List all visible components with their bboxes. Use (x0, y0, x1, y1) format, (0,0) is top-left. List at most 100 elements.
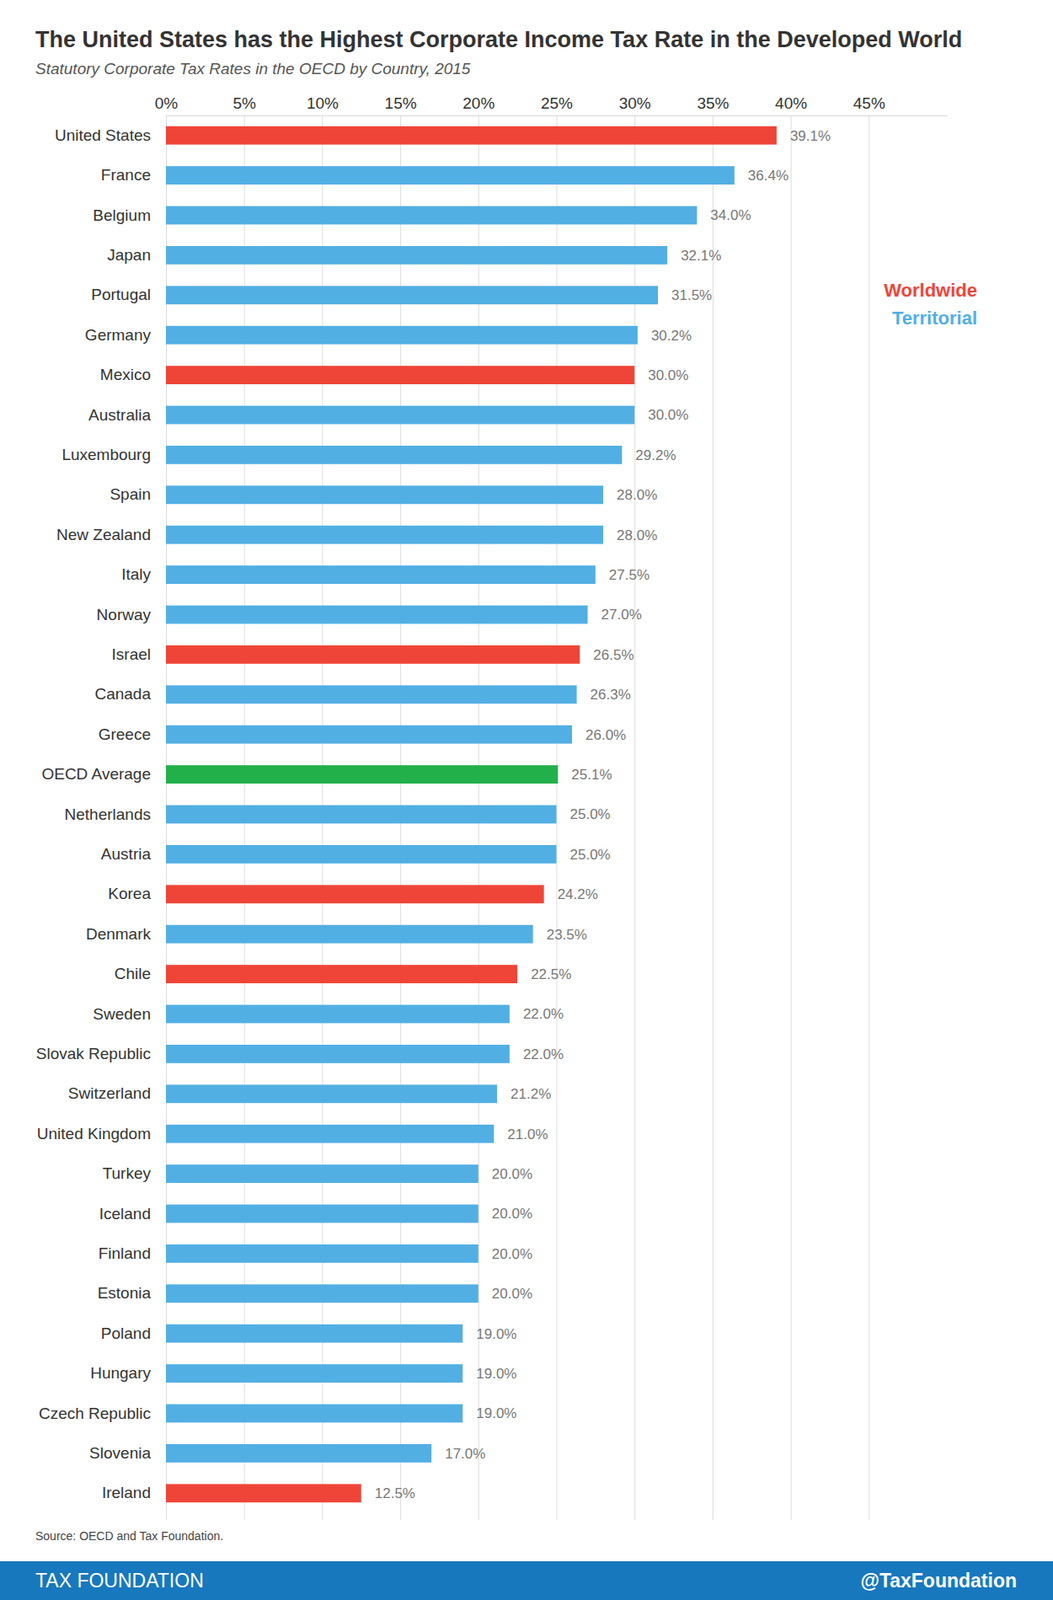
data-label: 17.0% (444, 1445, 486, 1462)
y-tick: Italy (121, 565, 151, 583)
category-label: Denmark (85, 924, 152, 943)
x-axis: 0%5%10%15%20%25%30%35%40%45% (155, 94, 948, 1520)
legend-entry: Territorial (892, 307, 978, 329)
bar (165, 1324, 463, 1343)
category-label: Finland (98, 1244, 151, 1262)
y-tick: Ireland (101, 1483, 151, 1502)
category-label: Switzerland (68, 1084, 151, 1102)
bar (165, 565, 596, 584)
y-tick: Hungary (90, 1363, 151, 1382)
x-tick-label: 40% (775, 94, 808, 113)
bar (165, 165, 735, 185)
y-tick: Czech Republic (38, 1404, 151, 1422)
data-label: 19.0% (475, 1365, 517, 1382)
data-label: 20.0% (491, 1285, 533, 1302)
y-tick: Switzerland (68, 1084, 151, 1102)
y-tick: Australia (88, 406, 151, 424)
y-tick: New Zealand (56, 525, 151, 544)
data-label: 30.0% (647, 367, 689, 384)
data-label: 20.0% (491, 1205, 533, 1222)
bar (165, 1244, 479, 1263)
category-label: Korea (107, 884, 151, 903)
category-label: Sweden (92, 1004, 151, 1023)
data-label: 22.5% (530, 966, 572, 983)
data-label: 20.0% (491, 1245, 533, 1262)
category-label: Japan (106, 245, 151, 264)
category-label: New Zealand (56, 525, 151, 544)
bar (165, 884, 545, 904)
category-label: Greece (98, 725, 151, 743)
category-label: Iceland (99, 1204, 151, 1223)
data-label: 12.5% (374, 1485, 416, 1502)
data-label: 25.0% (570, 846, 611, 863)
data-label: 27.0% (601, 606, 642, 623)
category-label: United States (54, 126, 151, 145)
category-label: Ireland (101, 1483, 151, 1502)
category-label: Mexico (100, 365, 151, 384)
bar (165, 525, 604, 545)
data-label: 23.5% (546, 926, 588, 943)
data-label: 26.5% (593, 646, 634, 663)
footer-band (0, 1560, 1053, 1600)
data-label: 26.0% (585, 726, 626, 743)
bar (165, 645, 580, 664)
y-tick: Belgium (92, 206, 151, 225)
bar (165, 605, 588, 625)
category-label: Australia (88, 406, 151, 424)
data-label: 19.0% (475, 1325, 517, 1342)
data-label: 28.0% (616, 527, 658, 544)
data-label: 24.2% (557, 886, 599, 903)
bar (165, 725, 572, 744)
y-tick: Spain (109, 485, 151, 503)
bar (165, 1404, 463, 1423)
y-tick: Estonia (97, 1283, 152, 1302)
bar (165, 365, 635, 385)
x-tick-label: 0% (155, 94, 179, 113)
grid-line (868, 115, 870, 1520)
category-label: Austria (101, 844, 152, 863)
y-tick: Slovenia (89, 1443, 151, 1462)
data-label: 25.1% (571, 766, 612, 783)
category-label: United Kingdom (37, 1124, 151, 1143)
y-tick: Mexico (100, 365, 151, 384)
category-label: Slovenia (89, 1443, 151, 1462)
bar (165, 1044, 510, 1064)
data-label: 30.2% (651, 327, 692, 344)
y-tick: Portugal (90, 285, 151, 304)
data-label: 32.1% (680, 247, 722, 264)
legend-entry: Worldwide (883, 279, 978, 301)
y-tick: France (101, 165, 151, 184)
y-tick: Netherlands (64, 805, 151, 824)
category-label: Slovak Republic (36, 1044, 151, 1063)
y-tick: Sweden (92, 1004, 151, 1023)
bar (165, 764, 558, 784)
x-tick-label: 20% (462, 94, 495, 113)
chart: The United States has the Highest Corpor… (0, 0, 1053, 1600)
data-label: 34.0% (710, 207, 751, 224)
category-label: Belgium (92, 206, 151, 225)
data-label: 25.0% (570, 806, 611, 823)
category-label: Hungary (90, 1363, 151, 1382)
x-tick: 40% (775, 94, 808, 1520)
y-tick: Poland (101, 1324, 151, 1342)
footer-right: @TaxFoundation (860, 1569, 1017, 1592)
x-tick-label: 25% (540, 94, 573, 113)
bar (165, 805, 557, 824)
category-label: Netherlands (64, 805, 151, 824)
bar (165, 1164, 479, 1183)
grid-line (712, 115, 714, 1520)
x-tick-label: 35% (696, 94, 729, 113)
y-tick: Luxembourg (61, 445, 151, 464)
y-tick: United States (54, 126, 151, 145)
y-tick: Canada (94, 684, 151, 703)
bar (165, 445, 622, 465)
category-label: Spain (109, 485, 151, 503)
title: The United States has the Highest Corpor… (35, 26, 963, 53)
y-tick: Finland (98, 1244, 151, 1262)
category-label: Turkey (102, 1164, 152, 1182)
data-label: 26.3% (590, 686, 631, 703)
y-tick: Israel (112, 645, 151, 663)
y-tick: United Kingdom (37, 1124, 151, 1143)
bar (165, 924, 534, 944)
category-label: Italy (121, 565, 151, 583)
